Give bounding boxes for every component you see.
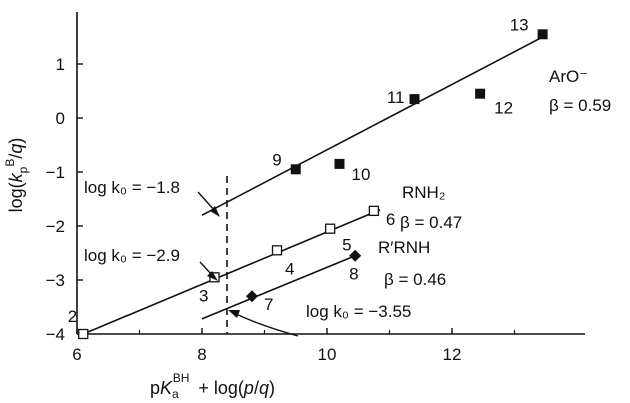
ticks: 6 8 10 12 −4 −3 −2 −1 0 1 — [46, 55, 516, 364]
beta-label-aro: β = 0.59 — [549, 96, 611, 115]
arrow-logk0-aro-shaft — [197, 191, 216, 212]
arrow-logk0-rrnh-shaft — [235, 313, 299, 337]
annotations: log k₀ = −1.8 log k₀ = −2.9 log k₀ = −3.… — [84, 67, 611, 337]
data-point-10 — [334, 158, 345, 169]
data-point-7 — [246, 290, 258, 303]
data-point-9 — [290, 164, 301, 175]
y-tick-label: −2 — [46, 217, 65, 236]
arrow-logk0-rrnh-head — [228, 310, 240, 318]
y-tick-label: 1 — [56, 55, 65, 74]
data-point-5 — [324, 223, 336, 234]
axes — [76, 12, 585, 335]
annotation-logk0-rnh2: log k₀ = −2.9 — [84, 246, 180, 265]
x-tick-label: 10 — [318, 345, 337, 364]
y-tick-label: −4 — [46, 325, 65, 344]
point-label-11: 11 — [387, 88, 405, 107]
fit-lines — [82, 36, 543, 335]
series-label-rrnh: R′RNH — [378, 238, 430, 257]
x-axis-title: pKaBH + log(p/q) — [150, 371, 275, 401]
point-label-9: 9 — [272, 150, 281, 169]
y-tick-label: −3 — [46, 271, 65, 290]
arrow-logk0-aro-head — [210, 206, 220, 217]
point-label-6: 6 — [386, 210, 395, 229]
y-tick-label: 0 — [56, 109, 65, 128]
data-point-4 — [271, 245, 283, 256]
y-tick-label: −1 — [46, 163, 65, 182]
point-label-5: 5 — [342, 236, 351, 255]
point-label-3: 3 — [199, 286, 208, 305]
point-label-12: 12 — [494, 99, 513, 118]
series-label-aro: ArO⁻ — [549, 67, 588, 86]
data-point-13 — [537, 29, 548, 40]
fit-line-series-0 — [201, 36, 543, 216]
point-label-10: 10 — [352, 165, 371, 184]
x-tick-label: 6 — [72, 345, 81, 364]
point-label-4: 4 — [285, 259, 294, 278]
arrow-logk0-rnh2-shaft — [199, 261, 213, 276]
arrow-logk0-rnh2-head — [207, 271, 218, 281]
series-label-rnh2: RNH₂ — [402, 183, 445, 202]
y-axis-title: log(kpB/q) — [3, 138, 30, 213]
point-labels: 9 10 11 12 13 2 3 4 5 6 7 8 — [68, 15, 529, 326]
point-label-7: 7 — [264, 295, 273, 314]
point-label-2: 2 — [68, 307, 77, 326]
fit-line-series-2 — [201, 254, 356, 320]
data-point-8 — [349, 249, 362, 262]
x-tick-label: 12 — [443, 345, 462, 364]
beta-label-rnh2: β = 0.47 — [400, 213, 462, 232]
point-label-8: 8 — [349, 265, 358, 284]
data-point-11 — [409, 94, 420, 105]
data-point-12 — [475, 88, 486, 99]
axis-titles: log(kpB/q) pKaBH + log(p/q) — [3, 138, 275, 401]
x-tick-label: 8 — [197, 345, 206, 364]
beta-label-rrnh: β = 0.46 — [384, 270, 446, 289]
data-point-2 — [78, 328, 89, 340]
point-label-13: 13 — [510, 15, 529, 34]
annotation-logk0-rrnh: log k₀ = −3.55 — [306, 302, 411, 321]
data-point-6 — [368, 205, 380, 217]
annotation-logk0-aro: log k₀ = −1.8 — [84, 178, 180, 197]
